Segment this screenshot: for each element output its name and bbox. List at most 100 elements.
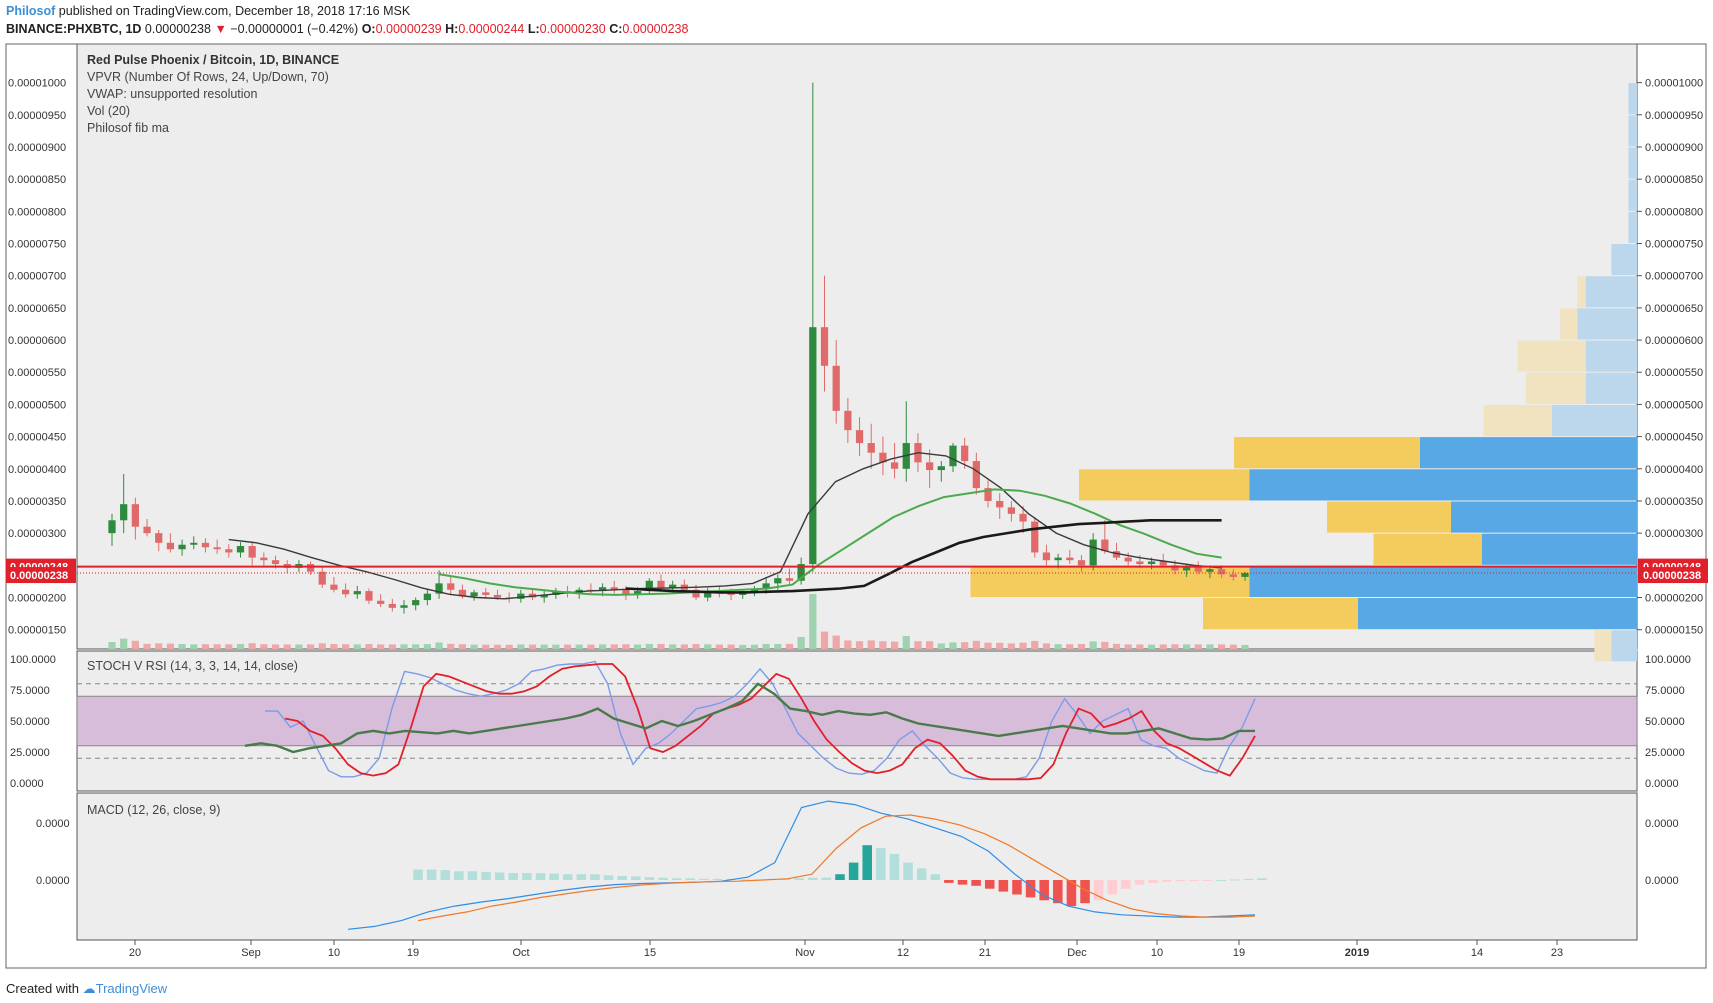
vpvr-down-bar (970, 565, 1250, 598)
vpvr-up-bar (1585, 372, 1637, 404)
macd-legend[interactable]: MACD (12, 26, close, 9) (87, 803, 221, 817)
candle-body (762, 583, 770, 589)
high-label: H: (445, 22, 459, 36)
price-tick-left: 0.00000600 (8, 335, 66, 347)
candle-body (131, 504, 139, 527)
stoch-legend[interactable]: STOCH V RSI (14, 3, 3, 14, 14, close) (87, 659, 298, 673)
macd-macd-line (347, 800, 1256, 930)
volume-bar (563, 644, 572, 649)
volume-bar (984, 642, 992, 649)
macd-histogram-bar (699, 878, 709, 880)
candle-body (645, 580, 653, 592)
macd-histogram-bar (998, 880, 1009, 892)
macd-histogram-bar (1148, 880, 1158, 883)
outer-frame (5, 43, 1707, 969)
price-tick-left: 0.00000850 (8, 174, 66, 186)
volume-bar (890, 641, 899, 649)
volume-bar (1077, 643, 1086, 649)
volume-bar (201, 644, 210, 649)
candle-body (855, 430, 864, 444)
candle-body (213, 547, 221, 550)
candle-body (1206, 569, 1214, 572)
volume-bar (715, 644, 724, 649)
tradingview-brand[interactable]: TradingView (95, 981, 168, 996)
candle-body (271, 560, 280, 565)
vwap-legend[interactable]: VWAP: unsupported resolution (87, 87, 258, 101)
candle-body (809, 327, 817, 565)
volume-bar (855, 641, 864, 649)
price-tick-left: 0.00000350 (8, 496, 66, 508)
price-tick-left: 0.00000150 (8, 625, 66, 637)
price-tick-right: 0.00000350 (1645, 496, 1703, 508)
volume-bar (587, 644, 595, 649)
candle-body (458, 589, 467, 597)
volume-bar (178, 644, 186, 649)
vpvr-up-bar (1482, 533, 1637, 565)
volume-bar (295, 644, 303, 649)
volume-bar (458, 644, 467, 649)
footer: Created with ☁TradingView (6, 981, 167, 997)
candle-body (353, 591, 361, 595)
macd-histogram-bar (903, 862, 913, 880)
volume-bar (622, 644, 630, 649)
volume-bar (306, 644, 315, 649)
last-price-label-left: 0.00000238 (10, 570, 68, 582)
macd-histogram-bar (794, 878, 804, 880)
stoch-tick-left: 75.0000 (10, 685, 50, 697)
macd-histogram-bar (862, 845, 872, 880)
volume-legend[interactable]: Vol (20) (87, 104, 131, 118)
candle-body (926, 462, 934, 471)
volume-bar (552, 644, 560, 649)
price-tick-left: 0.00000900 (8, 142, 66, 154)
volume-bar (1066, 644, 1074, 649)
candle-body (1054, 557, 1062, 561)
candle-body (879, 452, 887, 463)
author-link[interactable]: Philosof (6, 4, 56, 18)
main-legend: Red Pulse Phoenix / Bitcoin, 1D, BINANCE… (87, 52, 339, 137)
candle-body (388, 603, 396, 608)
candle-body (482, 592, 490, 595)
chart-title: Red Pulse Phoenix / Bitcoin, 1D, BINANCE (87, 53, 340, 67)
volume-bar (166, 643, 175, 649)
vpvr-up-bar (1249, 469, 1637, 501)
price-tick-left: 0.00000550 (8, 367, 66, 379)
volume-bar (1089, 641, 1097, 649)
vpvr-legend[interactable]: VPVR (Number Of Rows, 24, Up/Down, 70) (87, 70, 329, 84)
volume-bar (213, 644, 221, 649)
price-tick-left: 0.00000650 (8, 303, 66, 315)
x-tick-label: 2019 (1345, 947, 1369, 959)
candle-body (961, 445, 969, 462)
macd-tick-right: 0.0000 (1645, 875, 1679, 887)
candle-body (306, 564, 315, 572)
price-tick-right: 0.00001000 (1645, 78, 1703, 90)
candle-body (435, 583, 443, 594)
created-with-text: Created with (6, 981, 79, 996)
macd-histogram-bar (739, 879, 750, 881)
volume-bar (330, 644, 338, 649)
last-price: 0.00000238 (144, 22, 211, 36)
volume-bar (961, 642, 969, 649)
candle-body (377, 600, 385, 604)
candle-body (949, 445, 957, 467)
volume-bar (283, 644, 291, 649)
macd-histogram-bar (576, 874, 587, 880)
candle-body (1171, 565, 1179, 571)
x-tick-label: Nov (795, 947, 815, 959)
candle-body (470, 592, 478, 597)
volume-bar (120, 638, 128, 649)
volume-bar (949, 642, 957, 649)
volume-bar (225, 644, 233, 649)
volume-bar (470, 644, 478, 649)
tradingview-logo-icon[interactable]: ☁ (82, 981, 96, 996)
macd-histogram-bar (562, 874, 573, 880)
macd-histogram-bar (889, 853, 900, 880)
fib-ma-legend[interactable]: Philosof fib ma (87, 121, 169, 135)
macd-histogram-bar (481, 871, 491, 880)
volume-bar (610, 644, 618, 649)
vpvr-up-bar (1611, 244, 1637, 276)
vpvr-up-bar (1628, 115, 1637, 147)
volume-bar (1229, 644, 1237, 649)
candle-body (797, 564, 805, 581)
volume-bar (248, 643, 256, 649)
